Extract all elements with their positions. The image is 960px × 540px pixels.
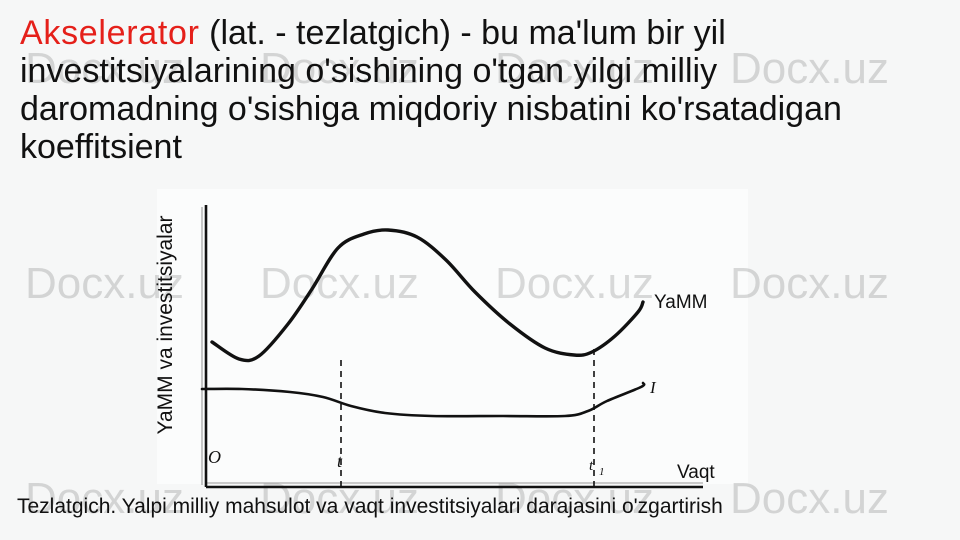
svg-text:YaMM va investitsiyalar: YaMM va investitsiyalar bbox=[154, 215, 177, 434]
svg-text:I: I bbox=[649, 378, 657, 397]
svg-text:YaMM: YaMM bbox=[654, 292, 707, 313]
svg-text:t: t bbox=[337, 451, 343, 471]
svg-text:Vaqt: Vaqt bbox=[677, 462, 715, 483]
svg-text:1: 1 bbox=[599, 466, 605, 478]
svg-text:O: O bbox=[208, 447, 221, 467]
